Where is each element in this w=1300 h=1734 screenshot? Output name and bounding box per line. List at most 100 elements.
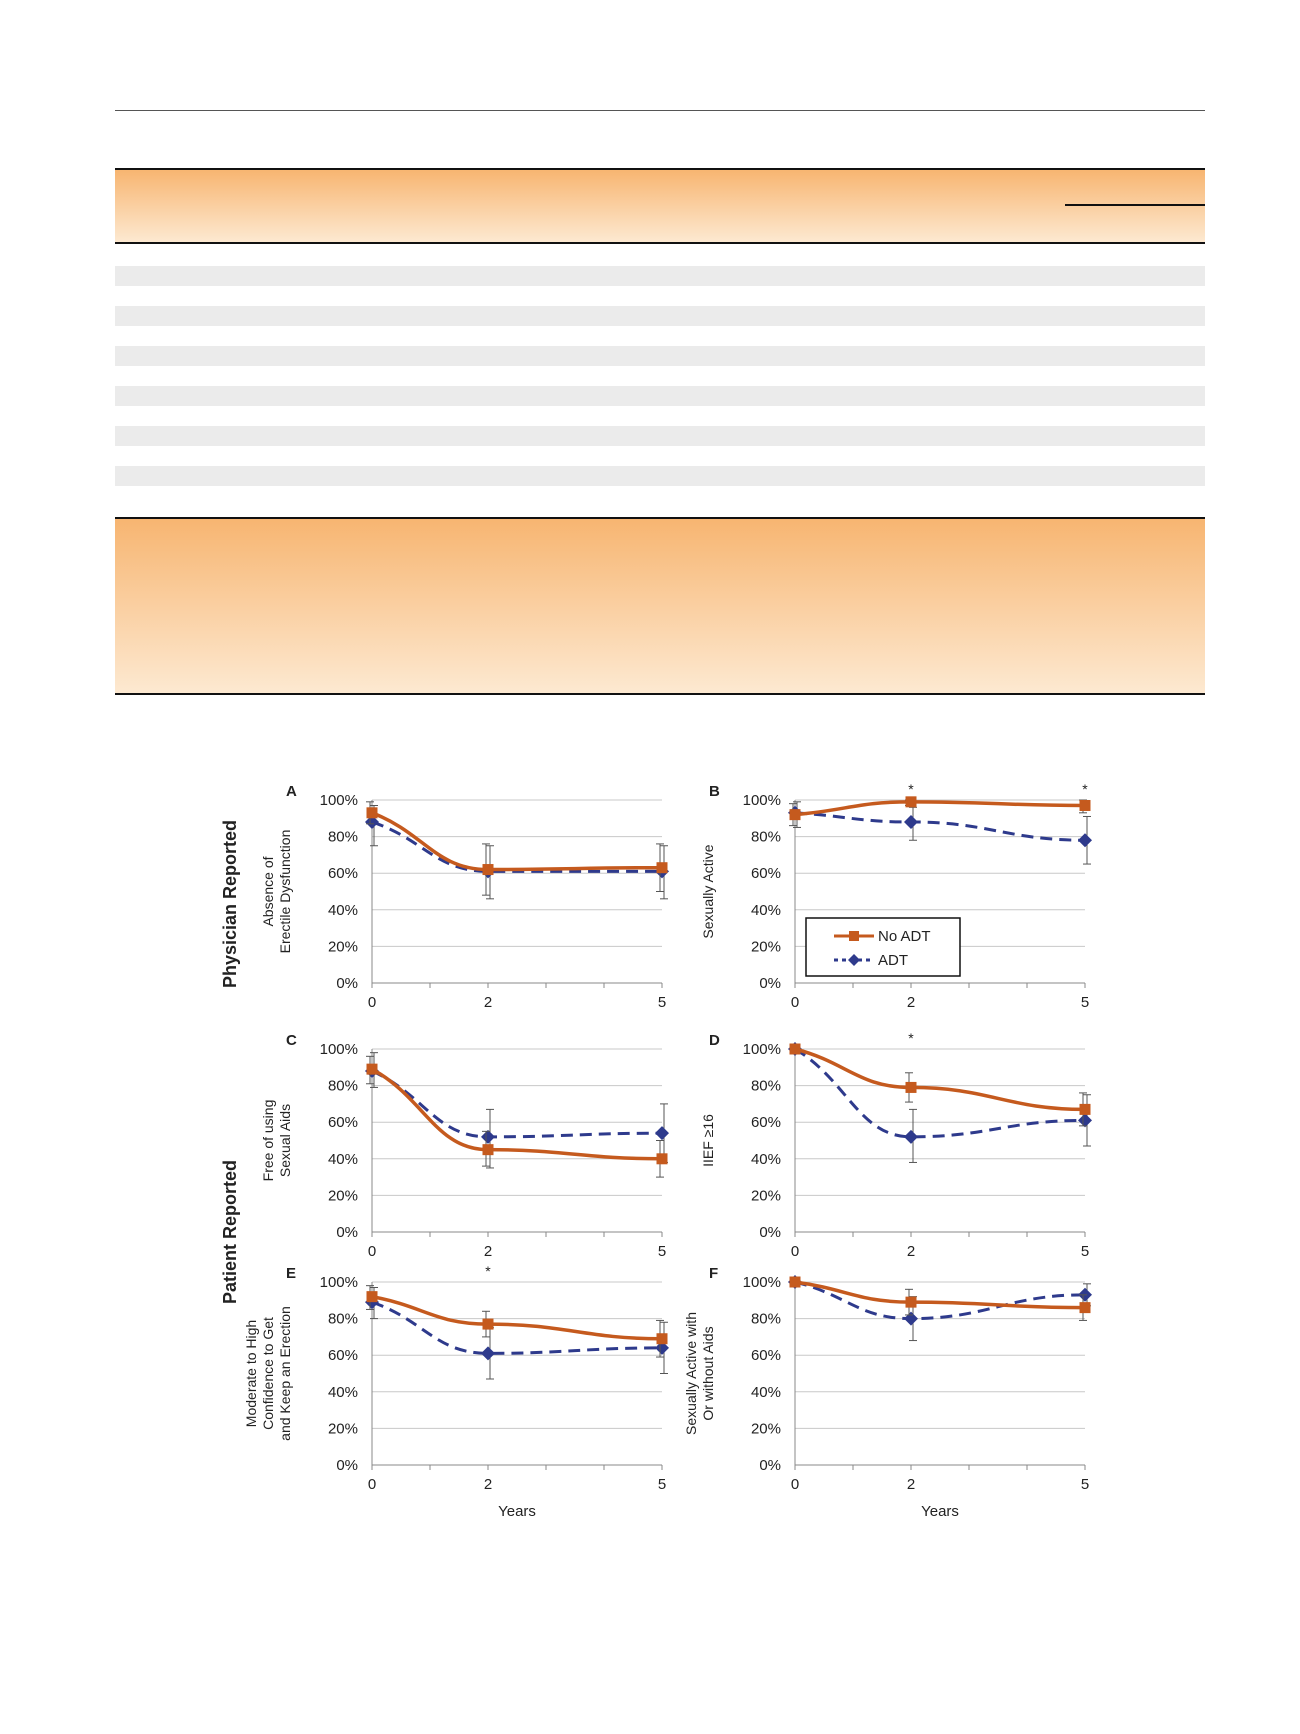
y-tick-label: 60% — [328, 865, 358, 882]
data-point-no-adt — [905, 1296, 917, 1308]
y-axis-label: Free of using — [260, 1100, 276, 1182]
series-line-no-adt — [371, 1294, 663, 1341]
y-tick-label: 40% — [751, 1384, 781, 1401]
y-tick-label: 80% — [328, 1078, 358, 1095]
y-tick-label: 0% — [336, 1457, 358, 1474]
data-point-no-adt — [789, 1276, 801, 1288]
data-point-no-adt — [656, 1333, 668, 1345]
x-tick-label: 2 — [907, 1476, 915, 1493]
y-tick-label: 100% — [320, 1274, 358, 1291]
y-tick-label: 20% — [328, 1420, 358, 1437]
panel-letter: E — [286, 1265, 296, 1282]
panel-e: 0% 20% 40% 60% 80% 100% 0 2 5 E Moderate to High Co… — [243, 1263, 669, 1520]
x-tick-label: 0 — [791, 994, 799, 1011]
x-tick-label: 0 — [368, 994, 376, 1011]
y-tick-label: 60% — [751, 865, 781, 882]
data-point-adt — [1078, 1113, 1092, 1128]
series-line-adt — [371, 1300, 663, 1355]
table-stripe — [115, 466, 1205, 486]
table-header-band — [115, 168, 1205, 244]
top-rule — [115, 110, 1205, 111]
data-point-adt — [655, 1340, 669, 1355]
data-point-no-adt — [656, 1153, 668, 1165]
y-tick-label: 0% — [759, 975, 781, 992]
y-axis-label: Confidence to Get — [260, 1317, 276, 1430]
y-tick-label: 40% — [751, 1151, 781, 1168]
data-point-no-adt — [482, 864, 494, 876]
panel-f: 0% 20% 40% 60% 80% 100% 0 2 5 F Sexually Active wi… — [683, 1265, 1092, 1520]
panel-letter: B — [709, 783, 720, 800]
series-line-adt — [794, 811, 1086, 842]
y-tick-label: 80% — [751, 1311, 781, 1328]
table-stripe — [115, 426, 1205, 446]
y-tick-label: 20% — [751, 938, 781, 955]
panel-letter: D — [709, 1032, 720, 1049]
y-tick-label: 80% — [328, 1311, 358, 1328]
table-stripe — [115, 306, 1205, 326]
y-axis-label: Absence of — [260, 856, 276, 926]
x-axis-title: Years — [498, 1503, 536, 1520]
y-tick-label: 20% — [751, 1420, 781, 1437]
data-point-adt — [481, 1346, 495, 1361]
x-tick-label: 2 — [907, 994, 915, 1011]
legend-marker-square — [849, 931, 859, 941]
data-point-no-adt — [789, 809, 801, 821]
y-tick-label: 20% — [751, 1187, 781, 1204]
y-tick-label: 40% — [328, 1384, 358, 1401]
y-tick-label: 80% — [751, 829, 781, 846]
series-line-no-adt — [794, 800, 1086, 817]
data-point-adt — [365, 814, 379, 829]
y-axis-label: Sexually Active — [700, 844, 716, 938]
x-tick-label: 0 — [791, 1243, 799, 1260]
y-axis-label: and Keep an Erection — [277, 1306, 293, 1441]
data-point-no-adt — [482, 1144, 494, 1156]
legend-label: No ADT — [878, 928, 931, 945]
y-tick-label: 100% — [743, 1274, 781, 1291]
panel-b: 0% 20% 40% 60% 80% 100% 0 2 5 B Sexually Active * * N… — [700, 781, 1092, 1011]
y-tick-label: 0% — [336, 975, 358, 992]
significance-star: * — [908, 1030, 914, 1046]
series-line-no-adt — [371, 1067, 663, 1161]
y-tick-label: 100% — [743, 1041, 781, 1058]
x-tick-label: 0 — [791, 1476, 799, 1493]
data-point-no-adt — [656, 862, 668, 874]
table-stripe — [115, 386, 1205, 406]
series-line-adt — [371, 820, 662, 873]
y-axis-label: Sexually Active with — [683, 1312, 699, 1435]
panel-letter: F — [709, 1265, 718, 1282]
y-tick-label: 80% — [751, 1078, 781, 1095]
row-label-physician: Physician Reported — [220, 820, 240, 988]
y-tick-label: 100% — [743, 792, 781, 809]
series-line-adt — [794, 1047, 1086, 1139]
data-point-adt — [1078, 833, 1092, 848]
data-point-no-adt — [366, 1291, 378, 1303]
y-tick-label: 80% — [328, 829, 358, 846]
significance-star: * — [485, 1263, 491, 1279]
series-line-no-adt — [371, 811, 663, 872]
data-point-adt — [655, 1126, 669, 1141]
x-tick-label: 5 — [1081, 994, 1089, 1011]
data-point-no-adt — [482, 1318, 494, 1330]
x-tick-label: 5 — [658, 994, 666, 1011]
x-tick-label: 2 — [907, 1243, 915, 1260]
y-tick-label: 40% — [751, 902, 781, 919]
x-tick-label: 0 — [368, 1243, 376, 1260]
data-point-no-adt — [789, 1043, 801, 1055]
x-tick-label: 5 — [1081, 1476, 1089, 1493]
legend-label: ADT — [878, 952, 908, 969]
panel-letter: C — [286, 1032, 297, 1049]
series-line-adt — [794, 1280, 1086, 1321]
data-point-no-adt — [1079, 1302, 1091, 1314]
x-tick-label: 5 — [1081, 1243, 1089, 1260]
y-tick-label: 100% — [320, 1041, 358, 1058]
panel-d: 0% 20% 40% 60% 80% 100% 0 2 5 D IIEF ≥16 * — [700, 1030, 1092, 1260]
data-point-no-adt — [905, 1081, 917, 1093]
x-tick-label: 5 — [658, 1243, 666, 1260]
y-tick-label: 60% — [328, 1114, 358, 1131]
data-point-adt — [904, 1311, 918, 1326]
y-tick-label: 20% — [328, 938, 358, 955]
table-stripe — [115, 266, 1205, 286]
legend-marker-diamond — [848, 954, 860, 966]
